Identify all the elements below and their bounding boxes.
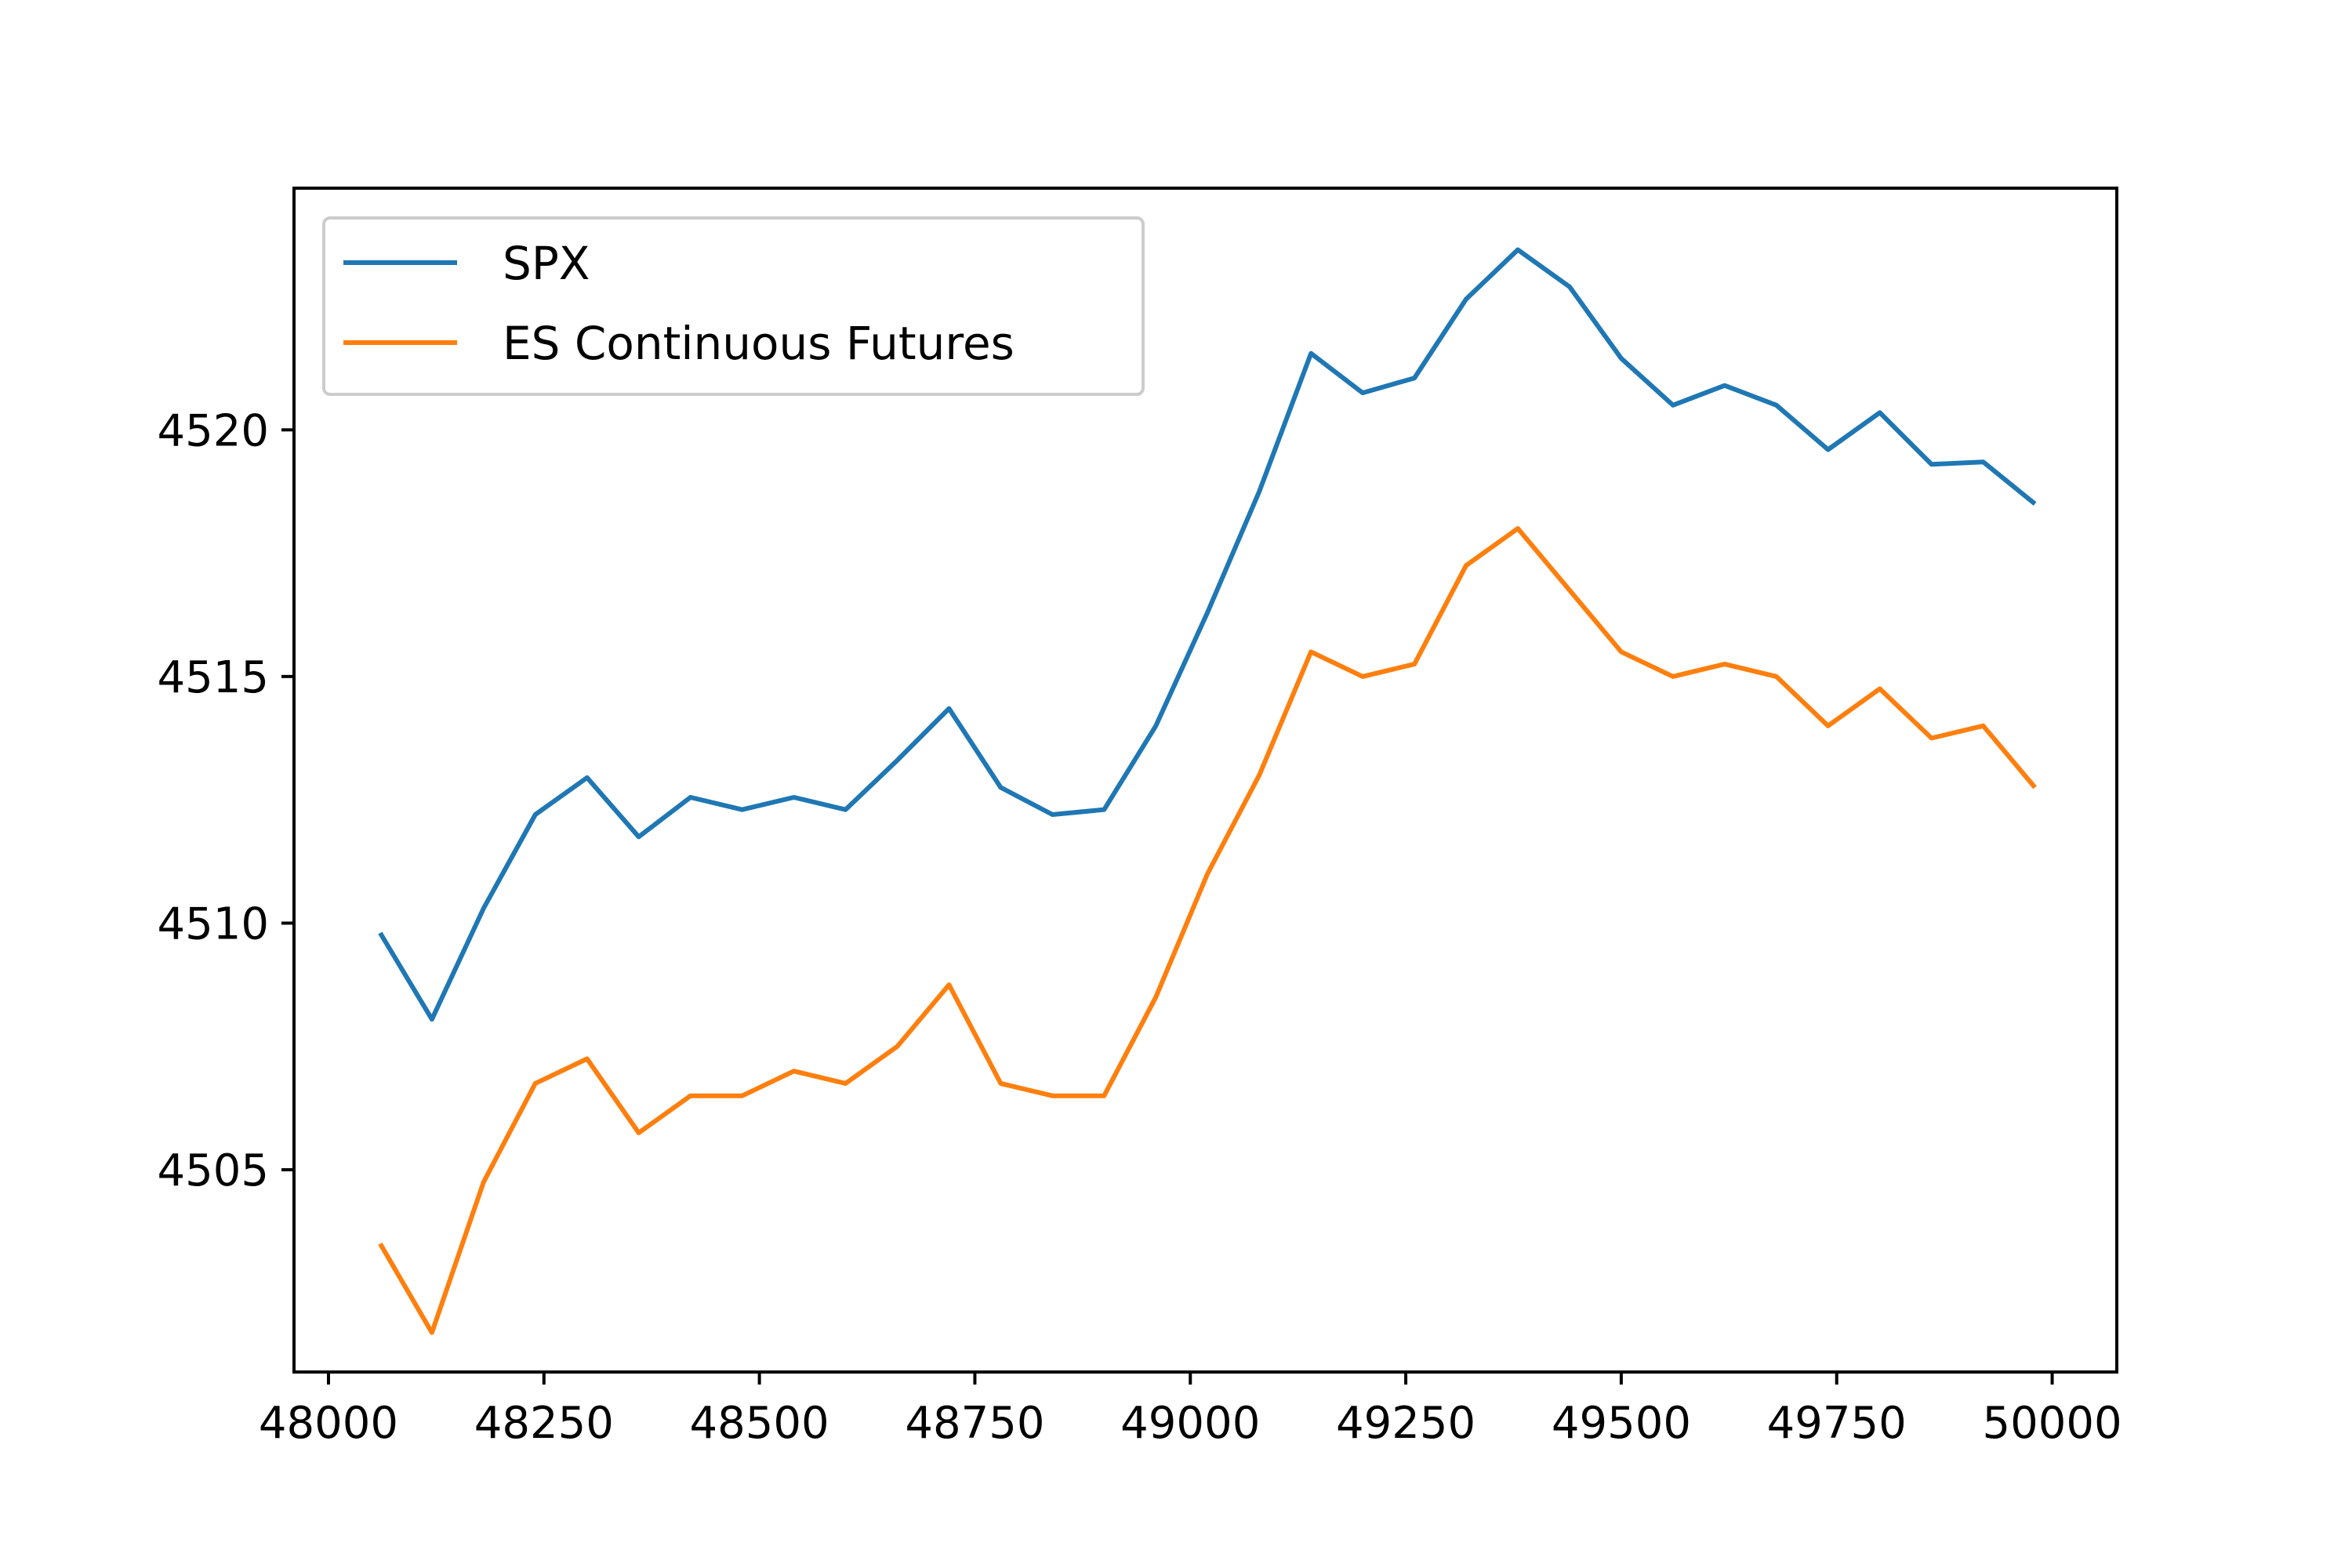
axes-frame <box>292 187 2118 1374</box>
y-tick-label: 4510 <box>157 898 269 949</box>
y-tick-label: 4515 <box>157 652 269 703</box>
x-tick-label: 50000 <box>1982 1398 2122 1449</box>
legend-label-spx: SPX <box>503 237 590 290</box>
x-tick-label: 49000 <box>1120 1398 1260 1449</box>
x-tick-label: 49750 <box>1767 1398 1907 1449</box>
x-tick-label: 49250 <box>1336 1398 1475 1449</box>
series-line-spx <box>378 247 2037 1022</box>
x-tick-label: 48750 <box>905 1398 1044 1449</box>
y-tick-label: 4520 <box>157 405 269 456</box>
x-tick-label: 48000 <box>259 1398 398 1449</box>
series-layer <box>378 247 2037 1335</box>
x-tick-label: 48500 <box>690 1398 829 1449</box>
legend: SPX ES Continuous Futures <box>322 216 1145 396</box>
x-axis-ticks: 48000 48250 48500 48750 49000 49250 49500 49750… <box>259 1372 2122 1449</box>
legend-box <box>322 216 1145 396</box>
series-line-es-continuous-futures <box>378 526 2037 1335</box>
legend-label-es-continuous-futures: ES Continuous Futures <box>503 317 1014 370</box>
x-tick-label: 48250 <box>474 1398 614 1449</box>
x-tick-label: 49500 <box>1552 1398 1691 1449</box>
y-axis-ticks: 4505 4510 4515 4520 <box>157 405 294 1196</box>
y-tick-label: 4505 <box>157 1145 269 1196</box>
